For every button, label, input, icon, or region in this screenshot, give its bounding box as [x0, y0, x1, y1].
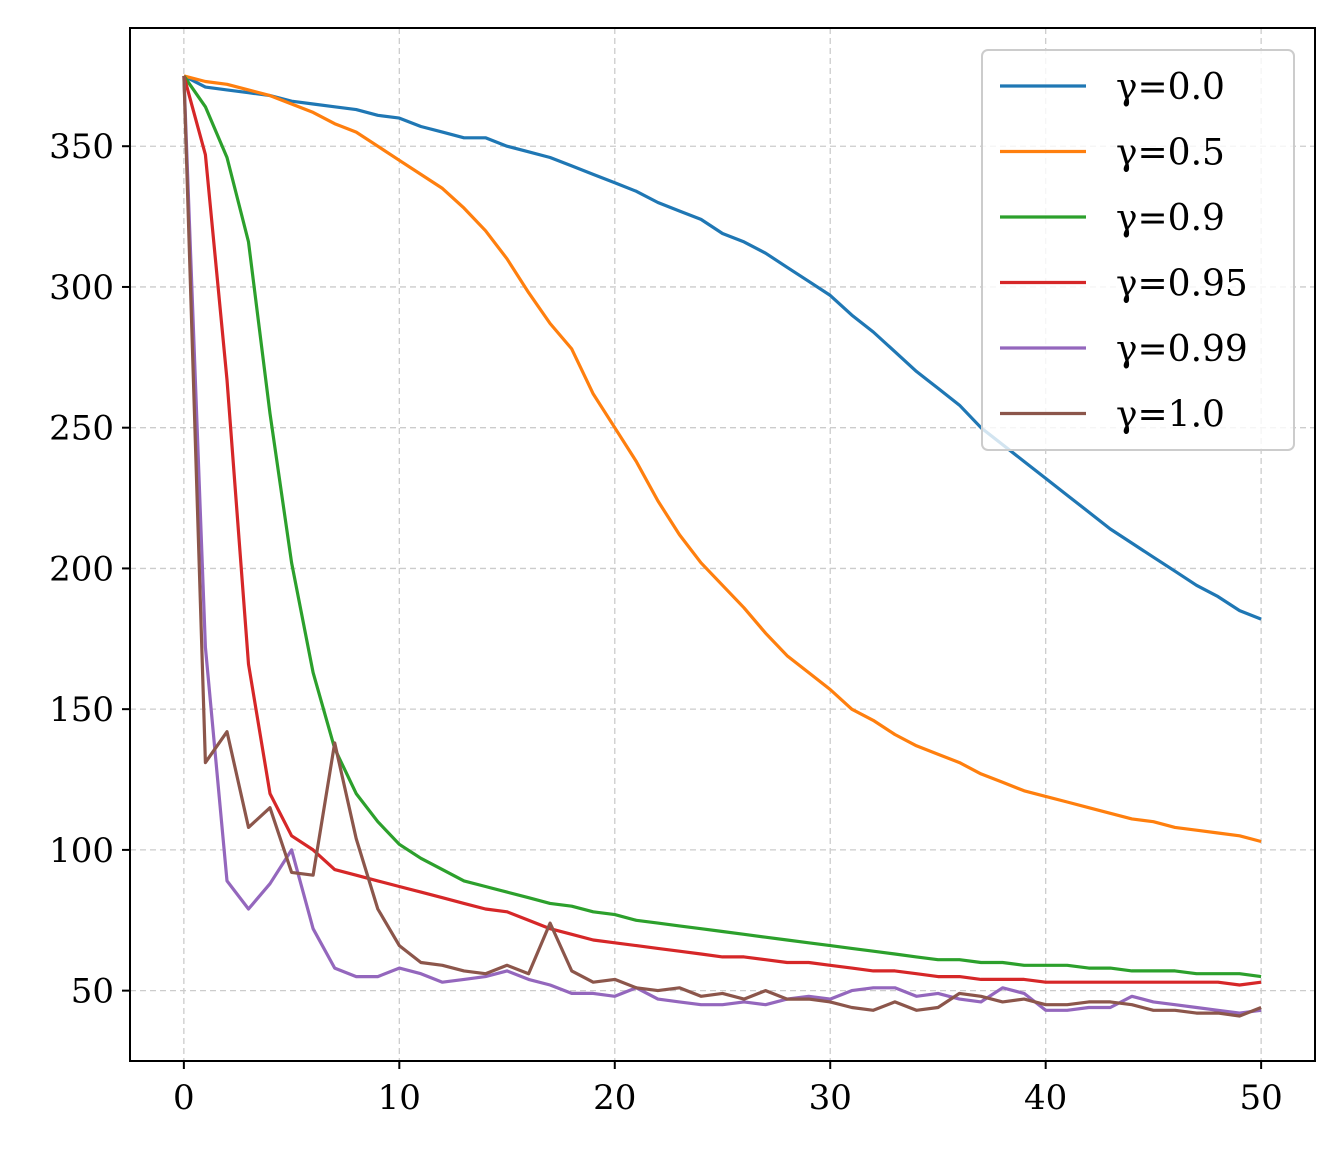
series-line-2 — [182, 74, 1262, 979]
legend-label: γ=0.0 — [1116, 67, 1225, 108]
legend-label: γ=1.0 — [1116, 395, 1225, 436]
y-tick-label: 250 — [49, 409, 114, 449]
series-line-1 — [183, 74, 1262, 844]
grid-lines — [130, 28, 1315, 1061]
x-tick-label: 10 — [378, 1078, 421, 1118]
y-tick-label: 100 — [49, 831, 114, 871]
x-tick-label: 50 — [1240, 1078, 1283, 1118]
y-tick-label: 50 — [71, 972, 114, 1012]
y-tick-label: 200 — [49, 549, 114, 589]
y-tick-label: 150 — [49, 690, 114, 730]
legend-label: γ=0.9 — [1116, 198, 1225, 239]
legend: γ=0.0 γ=0.5 γ=0.9 γ=0.95 γ=0.99 γ=1.0 — [981, 49, 1295, 451]
legend-label: γ=0.95 — [1116, 264, 1248, 305]
legend-box — [981, 49, 1295, 451]
plot-frame — [129, 27, 1316, 1062]
series-line-5 — [182, 75, 1262, 1018]
y-tick-label: 350 — [49, 127, 114, 167]
axis-ticks: 0 10 20 30 40 50 50 100 150 200 250 300 350 — [49, 127, 1283, 1118]
series-lines — [182, 74, 1262, 1018]
legend-label: γ=0.5 — [1116, 133, 1225, 174]
x-tick-label: 30 — [809, 1078, 852, 1118]
x-tick-label: 40 — [1024, 1078, 1067, 1118]
x-tick-label: 20 — [593, 1078, 636, 1118]
series-line-3 — [182, 75, 1262, 987]
series-line-0 — [183, 74, 1262, 621]
legend-label: γ=0.99 — [1116, 329, 1248, 370]
x-tick-label: 0 — [173, 1078, 195, 1118]
y-tick-label: 300 — [49, 268, 114, 308]
series-line-4 — [182, 75, 1262, 1015]
